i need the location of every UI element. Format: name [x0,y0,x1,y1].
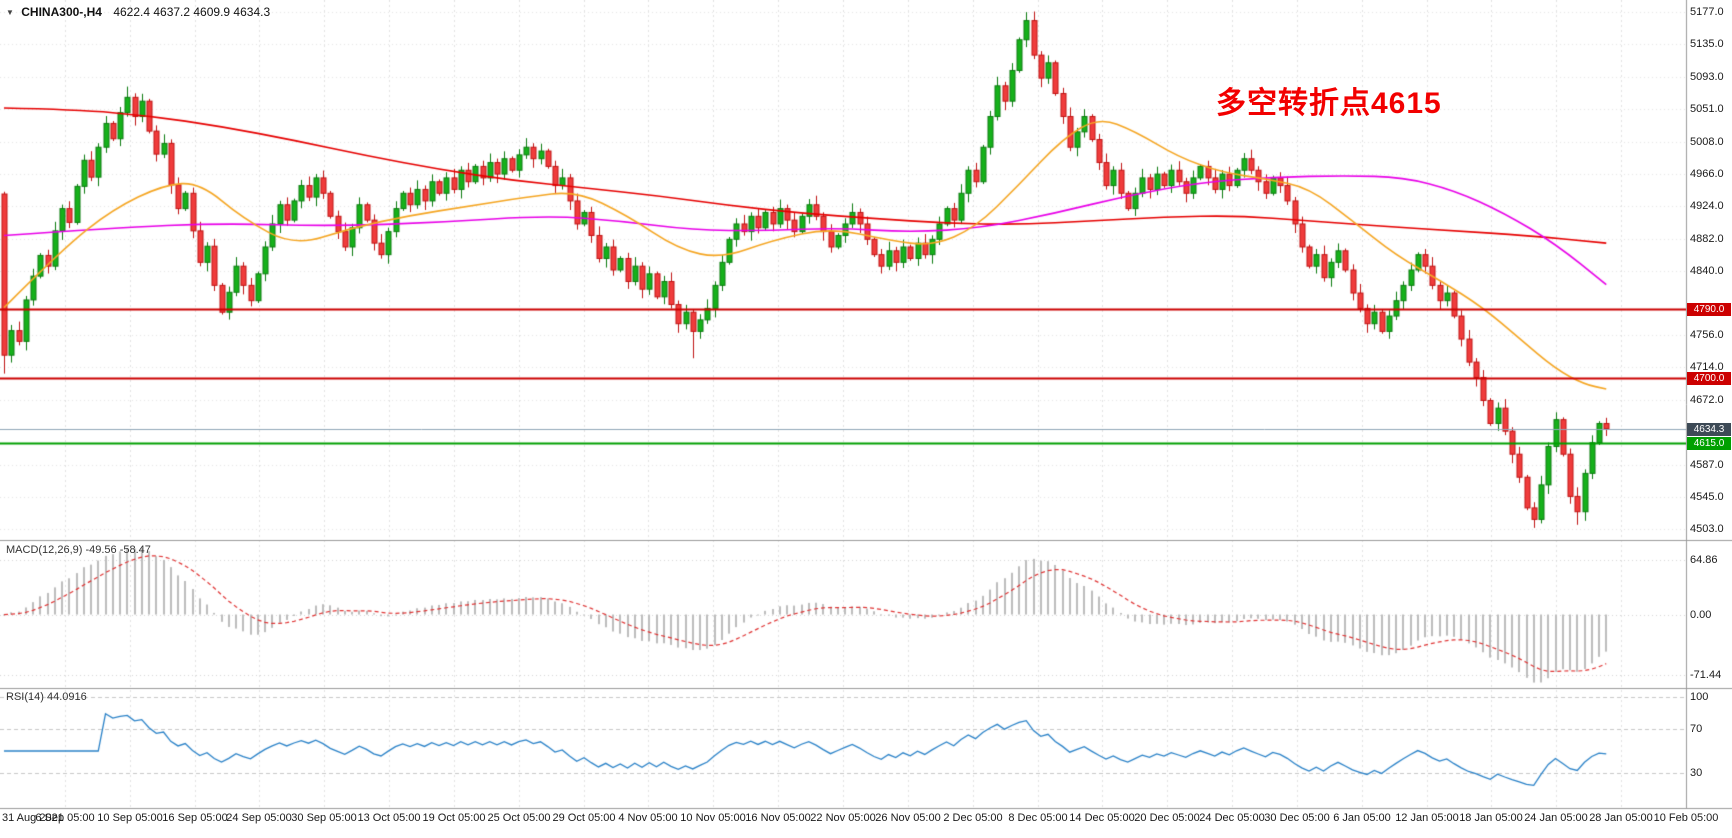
macd-tick-label: 0.00 [1690,609,1712,621]
time-tick-label: 13 Oct 05:00 [357,812,421,824]
rsi-tick-label: 30 [1690,767,1703,779]
price-level-badge: 4700.0 [1687,372,1731,385]
price-level-badge: 4790.0 [1687,303,1731,316]
price-tick-label: 4756.0 [1690,329,1724,341]
time-tick-label: 18 Jan 05:00 [1459,812,1523,824]
time-tick-label: 10 Nov 05:00 [680,812,746,824]
price-tick-label: 4672.0 [1690,394,1724,406]
time-tick-label: 2 Dec 05:00 [943,812,1003,824]
price-level-badge: 4615.0 [1687,437,1731,450]
price-tick-label: 5051.0 [1690,103,1724,115]
time-tick-label: 30 Dec 05:00 [1264,812,1330,824]
rsi-tick-label: 70 [1690,723,1703,735]
chart-header: ▼ CHINA300-,H4 4622.4 4637.2 4609.9 4634… [6,5,270,19]
chart-annotation-text[interactable]: 多空转折点4615 [1216,87,1442,120]
rsi-panel-title: RSI(14) 44.0916 [6,691,87,703]
macd-tick-label: -71.44 [1690,669,1722,681]
time-tick-label: 31 Aug 2021 [2,812,64,824]
macd-tick-label: 64.86 [1690,554,1718,566]
price-tick-label: 5093.0 [1690,71,1724,83]
chart-collapse-icon[interactable]: ▼ [6,8,14,17]
price-tick-label: 5135.0 [1690,38,1724,50]
time-tick-label: 25 Oct 05:00 [487,812,551,824]
price-tick-label: 4545.0 [1690,491,1724,503]
time-tick-label: 10 Feb 05:00 [1653,812,1719,824]
time-tick-label: 28 Jan 05:00 [1589,812,1653,824]
time-tick-label: 24 Jan 05:00 [1524,812,1588,824]
time-tick-label: 29 Oct 05:00 [552,812,616,824]
time-tick-label: 30 Sep 05:00 [291,812,357,824]
time-tick-label: 6 Jan 05:00 [1333,812,1391,824]
price-tick-label: 4882.0 [1690,233,1724,245]
time-tick-label: 10 Sep 05:00 [97,812,163,824]
price-tick-label: 5008.0 [1690,136,1724,148]
price-tick-label: 4587.0 [1690,459,1724,471]
price-tick-label: 4714.0 [1690,361,1724,373]
ohlc-values: 4622.4 4637.2 4609.9 4634.3 [113,5,271,19]
time-tick-label: 20 Dec 05:00 [1134,812,1200,824]
time-tick-label: 16 Sep 05:00 [162,812,228,824]
time-tick-label: 24 Dec 05:00 [1199,812,1265,824]
price-tick-label: 4503.0 [1690,523,1724,535]
rsi-tick-label: 100 [1690,691,1709,703]
time-tick-label: 14 Dec 05:00 [1069,812,1135,824]
time-tick-label: 16 Nov 05:00 [745,812,811,824]
time-tick-label: 6 Sep 05:00 [35,812,95,824]
symbol-period-label: CHINA300-,H4 [21,5,102,19]
time-tick-label: 19 Oct 05:00 [422,812,486,824]
time-tick-label: 26 Nov 05:00 [875,812,941,824]
price-tick-label: 4840.0 [1690,265,1724,277]
time-tick-label: 24 Sep 05:00 [226,812,292,824]
macd-panel-title: MACD(12,26,9) -49.56 -58.47 [6,544,151,556]
price-level-badge: 4634.3 [1687,423,1731,436]
price-tick-label: 4966.0 [1690,168,1724,180]
time-tick-label: 4 Nov 05:00 [618,812,678,824]
price-tick-label: 4924.0 [1690,200,1724,212]
time-tick-label: 8 Dec 05:00 [1008,812,1068,824]
time-tick-label: 12 Jan 05:00 [1395,812,1459,824]
price-tick-label: 5177.0 [1690,6,1724,18]
time-axis[interactable]: 31 Aug 2021 6 Sep 05:00 10 Sep 05:00 16 Sep… [0,809,1732,838]
time-tick-label: 22 Nov 05:00 [810,812,876,824]
rsi-axis[interactable] [1686,689,1732,808]
